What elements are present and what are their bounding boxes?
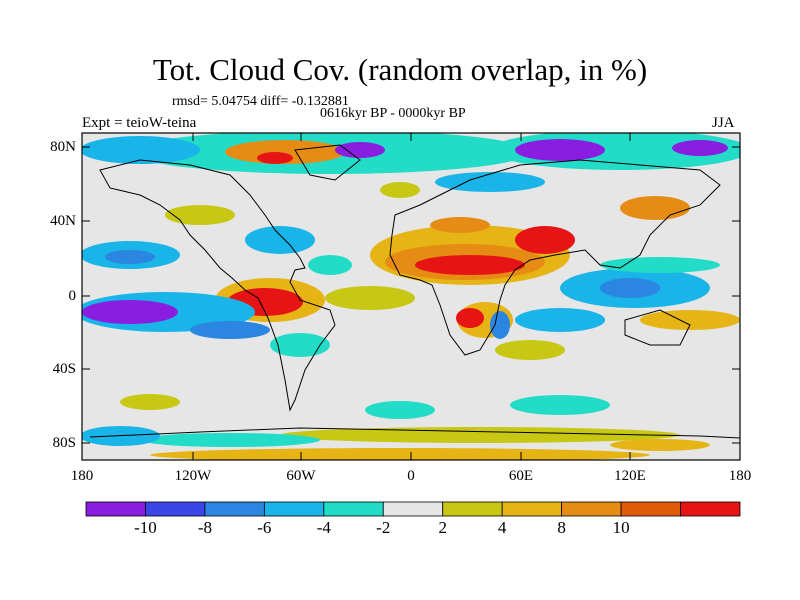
colorbar-swatch xyxy=(204,501,265,517)
anomaly-patch xyxy=(380,182,420,198)
anomaly-patch xyxy=(510,395,610,415)
lat-label-40s: 40S xyxy=(52,361,76,377)
anomaly-patch xyxy=(120,394,180,410)
anomaly-patch xyxy=(335,142,385,158)
anomaly-patch xyxy=(225,140,345,164)
colorbar-swatch xyxy=(442,501,503,517)
lat-ticks xyxy=(82,146,740,444)
lat-label-80s: 80S xyxy=(52,435,76,451)
lon-label-180w: 180 xyxy=(70,468,94,484)
anomaly-patch xyxy=(435,172,545,192)
anomaly-patch xyxy=(245,226,315,254)
anomaly-patch xyxy=(415,255,525,275)
anomaly-patch xyxy=(640,310,740,330)
anomaly-patch xyxy=(325,286,415,310)
anomaly-patch xyxy=(140,433,320,447)
anomaly-patch xyxy=(490,311,510,339)
map-title: Tot. Cloud Cov. (random overlap, in %) xyxy=(152,52,648,87)
lat-label-80n: 80N xyxy=(50,139,76,155)
colorbar-label: 10 xyxy=(612,518,630,537)
lon-label-120e: 120E xyxy=(614,468,646,484)
colorbar-label: -8 xyxy=(197,518,212,537)
season-label: JJA xyxy=(712,115,735,131)
colorbar-swatch xyxy=(85,501,146,517)
lat-label-40n: 40N xyxy=(50,213,76,229)
anomaly-patch xyxy=(620,196,690,220)
colorbar-swatch xyxy=(680,501,741,517)
anomaly-patch xyxy=(82,136,200,164)
colorbar-label: 2 xyxy=(438,518,447,537)
anomaly-patch xyxy=(308,255,352,275)
lon-label-60e: 60E xyxy=(508,468,534,484)
lon-label-120w: 120W xyxy=(174,468,212,484)
lon-label-0: 0 xyxy=(407,468,415,484)
colorbar-label: -4 xyxy=(316,518,331,537)
lon-ticks xyxy=(192,133,631,460)
anomaly-patch xyxy=(105,250,155,264)
anomaly-patch xyxy=(257,152,293,164)
coastlines xyxy=(89,144,740,439)
colorbar-swatch xyxy=(382,501,444,517)
anomaly-patch xyxy=(610,439,710,451)
anomaly-patch xyxy=(600,278,660,298)
rmsd-diff-stats: rmsd= 5.04754 diff= -0.132881 xyxy=(172,94,349,109)
colorbar xyxy=(85,501,741,517)
cloud-cover-field xyxy=(82,133,740,460)
colorbar-swatch xyxy=(145,501,206,517)
anomaly-patch xyxy=(190,321,270,339)
colorbar-swatch xyxy=(501,501,563,517)
colorbar-label: -6 xyxy=(257,518,272,537)
lon-label-60w: 60W xyxy=(286,468,316,484)
anomaly-patch xyxy=(280,427,680,443)
anomaly-patch xyxy=(165,205,235,225)
colorbar-label: -2 xyxy=(376,518,391,537)
colorbar-label: 4 xyxy=(497,518,507,537)
colorbar-swatch xyxy=(323,501,384,517)
anomaly-patch xyxy=(456,308,484,328)
lon-label-180e: 180 xyxy=(728,468,752,484)
colorbar-swatch xyxy=(263,501,325,517)
colorbar-swatch xyxy=(561,501,622,517)
anomaly-patch xyxy=(515,139,605,161)
colorbar-label: 8 xyxy=(557,518,566,537)
anomaly-patch xyxy=(515,226,575,254)
colorbar-swatch xyxy=(620,501,681,517)
anomaly-patch xyxy=(150,448,650,460)
anomaly-patch xyxy=(270,333,330,357)
anomaly-patch xyxy=(600,257,720,273)
period-label: 0616kyr BP - 0000kyr BP xyxy=(320,106,466,121)
anomaly-patch xyxy=(430,217,490,233)
anomaly-patch xyxy=(365,401,435,419)
anomaly-patch xyxy=(672,140,728,156)
colorbar-label: -10 xyxy=(134,518,157,537)
anomaly-patch xyxy=(82,300,178,324)
anomaly-patch xyxy=(515,308,605,332)
lat-label-0: 0 xyxy=(68,288,77,304)
anomaly-patch xyxy=(495,340,565,360)
experiment-label: Expt = teioW-teina xyxy=(82,115,197,131)
